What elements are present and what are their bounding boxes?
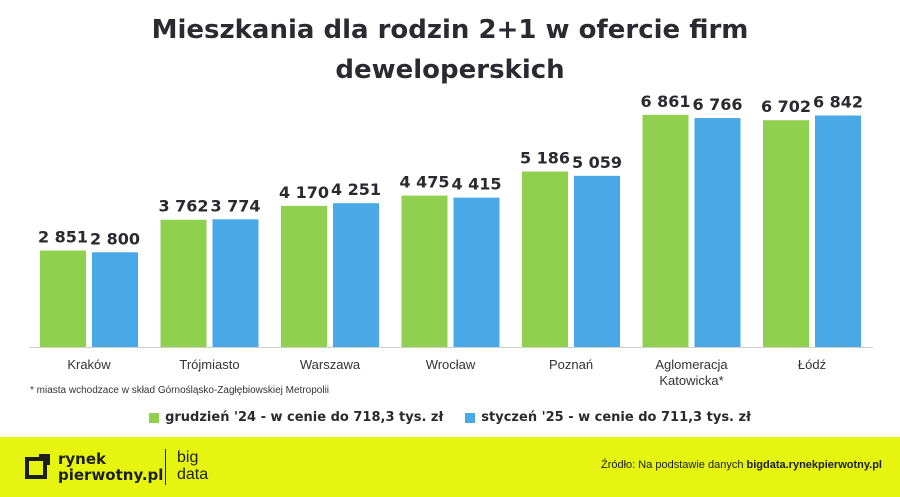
- category-label-5-line1: Katowicka*: [659, 373, 723, 388]
- brand-logo: rynek pierwotny.pl: [24, 451, 163, 483]
- category-label-4: Poznań: [549, 357, 593, 372]
- footnote: * miasta wchodzace w skład Górnośląsko-Z…: [30, 385, 330, 396]
- bar-january-6: [815, 115, 861, 348]
- data-label-january-2: 4 251: [331, 180, 381, 199]
- bar-december-4: [522, 171, 568, 347]
- data-label-january-0: 2 800: [90, 229, 140, 248]
- source-link: bigdata.rynekpierwotny.pl: [746, 459, 883, 471]
- bigdata-line2: data: [177, 466, 209, 483]
- legend-label-january: styczeń '25 - w cenie do 711,3 tys. zł: [481, 410, 751, 425]
- bar-january-0: [92, 252, 138, 347]
- data-label-december-3: 4 475: [399, 173, 449, 192]
- bar-january-4: [574, 175, 620, 347]
- legend-swatch-december: [149, 412, 160, 423]
- data-label-january-3: 4 415: [451, 175, 501, 194]
- category-label-3: Wrocław: [426, 357, 476, 372]
- legend-item-december: grudzień '24 - w cenie do 718,3 tys. zł: [149, 410, 443, 425]
- legend: grudzień '24 - w cenie do 718,3 tys. zł …: [0, 410, 900, 425]
- chart-title: Mieszkania dla rodzin 2+1 w ofercie firm…: [0, 10, 900, 90]
- bar-chart: 2 851 2 800 Kraków 3 762 3 774 Trójmiasto 4 17…: [30, 92, 873, 388]
- bar-december-1: [160, 219, 207, 347]
- chart-title-line2: deweloperskich: [335, 55, 565, 85]
- bar-december-3: [401, 195, 448, 347]
- data-label-december-2: 4 170: [279, 183, 329, 202]
- bar-january-5: [694, 118, 741, 347]
- brand-mark-icon: [25, 454, 50, 479]
- data-label-december-4: 5 186: [520, 149, 570, 168]
- bar-december-5: [642, 114, 689, 347]
- bar-january-3: [453, 197, 500, 347]
- data-label-december-6: 6 702: [761, 97, 811, 116]
- legend-label-december: grudzień '24 - w cenie do 718,3 tys. zł: [165, 410, 444, 425]
- brand-name: rynek pierwotny.pl: [58, 451, 163, 483]
- data-label-december-0: 2 851: [38, 228, 88, 247]
- data-label-january-5: 6 766: [692, 95, 742, 114]
- bar-january-1: [212, 219, 259, 347]
- legend-swatch-january: [465, 412, 476, 423]
- bigdata-line1: big: [177, 449, 199, 466]
- data-label-january-1: 3 774: [210, 196, 260, 215]
- chart-title-line1: Mieszkania dla rodzin 2+1 w ofercie firm: [151, 15, 749, 45]
- category-label-0: Kraków: [67, 357, 111, 372]
- category-label-1: Trójmiasto: [179, 357, 239, 372]
- category-label-2: Warszawa: [300, 357, 361, 372]
- legend-item-january: styczeń '25 - w cenie do 711,3 tys. zł: [465, 410, 751, 425]
- bigdata-logo: big data: [177, 449, 208, 483]
- category-label-5-line0: Aglomeracja: [655, 357, 728, 372]
- data-label-december-5: 6 861: [640, 92, 690, 111]
- bar-december-0: [40, 250, 86, 347]
- data-label-january-6: 6 842: [813, 92, 863, 111]
- bar-december-6: [763, 120, 809, 347]
- data-label-january-4: 5 059: [572, 153, 622, 172]
- brand-line2: pierwotny.pl: [58, 466, 164, 484]
- brand-line1: rynek: [58, 450, 107, 468]
- bar-december-2: [281, 205, 327, 347]
- bar-january-2: [333, 203, 379, 347]
- source-note: Źródło: Na podstawie danych bigdata.ryne…: [601, 459, 882, 471]
- footer-bar: rynek pierwotny.pl big data Źródło: Na p…: [0, 437, 900, 497]
- source-prefix: Źródło: Na podstawie danych: [600, 459, 744, 471]
- footer-divider: [165, 449, 166, 485]
- data-label-december-1: 3 762: [158, 197, 208, 216]
- category-label-6: Łódź: [798, 357, 826, 372]
